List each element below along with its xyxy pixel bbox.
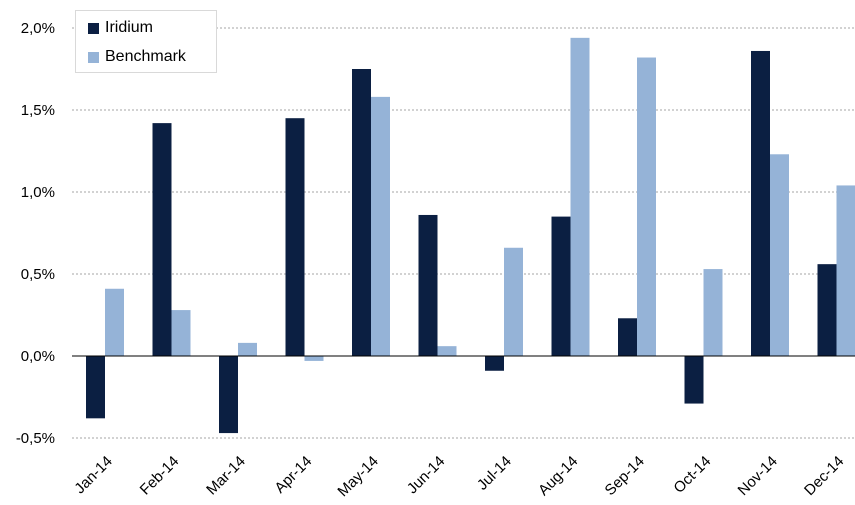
legend-item-iridium: Iridium: [88, 18, 153, 38]
bar-benchmark-oct-14: [703, 269, 723, 356]
bar-iridium-jun-14: [418, 214, 438, 356]
bar-iridium-sep-14: [618, 318, 637, 356]
bar-benchmark-mar-14: [238, 342, 257, 356]
x-tick-label: Dec-14: [801, 453, 847, 499]
y-axis-tick-labels: -0,5% 0,0% 0,5% 1,0% 1,5% 2,0%: [16, 20, 55, 447]
legend: Iridium Benchmark: [75, 10, 217, 73]
bar-benchmark-apr-14: [304, 356, 324, 361]
y-tick-label: 1,5%: [21, 102, 55, 119]
x-tick-label: Aug-14: [535, 453, 581, 499]
x-axis-tick-labels: Jan-14 Feb-14 Mar-14 Apr-14 May-14 Jun-14 Jul-…: [71, 453, 847, 500]
x-tick-label: Jan-14: [71, 453, 115, 497]
legend-swatch-iridium: [88, 22, 99, 34]
legend-item-benchmark: Benchmark: [88, 47, 186, 67]
y-tick-label: 1,0%: [21, 184, 55, 201]
y-tick-label: -0,5%: [16, 430, 55, 447]
x-tick-label: Mar-14: [203, 453, 249, 499]
legend-label-benchmark: Benchmark: [105, 48, 186, 65]
bar-iridium-nov-14: [751, 50, 770, 357]
legend-swatch-benchmark: [88, 51, 99, 63]
bar-iridium-mar-14: [219, 356, 238, 434]
bar-iridium-oct-14: [684, 356, 704, 404]
bar-benchmark-feb-14: [171, 310, 191, 356]
bar-benchmark-aug-14: [570, 37, 590, 357]
bar-series: [86, 37, 855, 434]
x-tick-label: Apr-14: [271, 453, 315, 497]
bar-iridium-dec-14: [817, 264, 837, 356]
legend-label-iridium: Iridium: [105, 19, 154, 36]
bar-benchmark-jan-14: [105, 288, 124, 356]
x-tick-label: Sep-14: [602, 453, 648, 499]
y-tick-label: 2,0%: [21, 20, 55, 37]
bar-iridium-jan-14: [86, 356, 105, 419]
y-tick-label: 0,5%: [21, 266, 55, 283]
bar-benchmark-jun-14: [437, 346, 457, 356]
x-tick-label: Jun-14: [404, 453, 448, 497]
x-tick-label: Feb-14: [137, 453, 183, 499]
bar-iridium-aug-14: [551, 216, 571, 356]
bar-iridium-feb-14: [152, 123, 172, 357]
bar-iridium-may-14: [352, 69, 371, 356]
bar-iridium-apr-14: [285, 118, 305, 356]
x-tick-label: Jul-14: [474, 453, 515, 494]
bar-benchmark-sep-14: [637, 57, 656, 357]
x-tick-label: Oct-14: [670, 453, 714, 497]
bar-benchmark-dec-14: [836, 185, 855, 356]
bar-benchmark-jul-14: [504, 247, 523, 356]
bar-benchmark-may-14: [371, 96, 390, 356]
gridlines: [72, 27, 855, 439]
bar-iridium-jul-14: [485, 356, 504, 371]
bar-benchmark-nov-14: [770, 154, 789, 356]
x-tick-label: May-14: [334, 453, 381, 500]
x-tick-label: Nov-14: [735, 453, 781, 499]
y-tick-label: 0,0%: [21, 348, 55, 365]
